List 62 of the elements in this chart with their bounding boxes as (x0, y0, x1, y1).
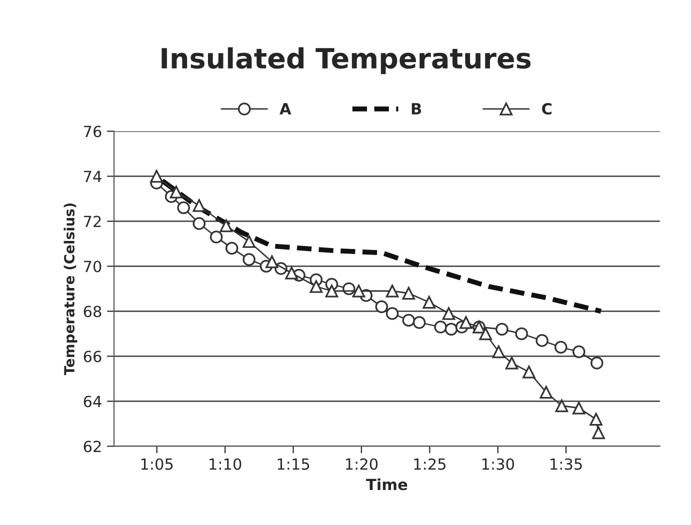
y-tick-label: 72 (84, 216, 101, 228)
point (555, 399, 568, 412)
x-tick-label: 1:25 (414, 458, 446, 470)
chart-title: Insulated Temperatures (162, 47, 531, 74)
y-tick-label: 76 (84, 126, 102, 138)
point (402, 314, 416, 327)
x-tick-label: 1:20 (346, 458, 378, 470)
point (590, 356, 604, 370)
point (592, 426, 605, 440)
point (225, 242, 238, 255)
point (412, 316, 426, 329)
point (540, 386, 553, 399)
point (515, 327, 528, 340)
point (192, 199, 206, 212)
point (496, 322, 508, 336)
point (310, 280, 323, 293)
point (192, 217, 206, 230)
y-tick-label: 74 (84, 170, 102, 182)
point (170, 186, 183, 198)
y-tick-label: 70 (84, 260, 102, 272)
point (242, 253, 256, 266)
point (220, 219, 233, 232)
point (150, 170, 163, 183)
point (177, 201, 190, 214)
y-axis-title: Temperature (Celsius) (64, 203, 78, 376)
legend-label: B (412, 103, 422, 114)
point (590, 412, 602, 426)
legend-label: C (542, 102, 552, 115)
point (434, 320, 447, 334)
point (492, 345, 506, 358)
point (505, 356, 518, 370)
y-tick-label: 66 (84, 350, 102, 362)
point (242, 235, 256, 248)
y-tick-label: 64 (84, 396, 102, 408)
point (375, 300, 388, 314)
point (386, 284, 399, 298)
point (210, 230, 223, 244)
point (325, 284, 338, 298)
point (422, 296, 436, 309)
x-axis-title: Time (366, 478, 408, 490)
x-tick-label: 1:15 (278, 458, 310, 470)
x-tick-label: 1:05 (141, 458, 173, 470)
point (572, 345, 586, 358)
legend-label: A (280, 103, 292, 114)
point (442, 307, 456, 320)
point (352, 284, 366, 298)
point (402, 286, 416, 300)
point (554, 340, 568, 354)
y-tick-label: 68 (84, 306, 102, 318)
point (522, 366, 536, 378)
point (572, 402, 586, 414)
point (266, 255, 278, 268)
y-tick-label: 62 (84, 440, 101, 452)
x-tick-label: 1:10 (210, 458, 242, 470)
point (536, 334, 548, 347)
point (460, 316, 472, 329)
point (285, 266, 298, 280)
x-tick-label: 1:30 (482, 458, 514, 470)
x-tick-label: 1:35 (550, 458, 582, 470)
point (444, 322, 458, 336)
point (386, 307, 399, 320)
point (479, 327, 492, 340)
